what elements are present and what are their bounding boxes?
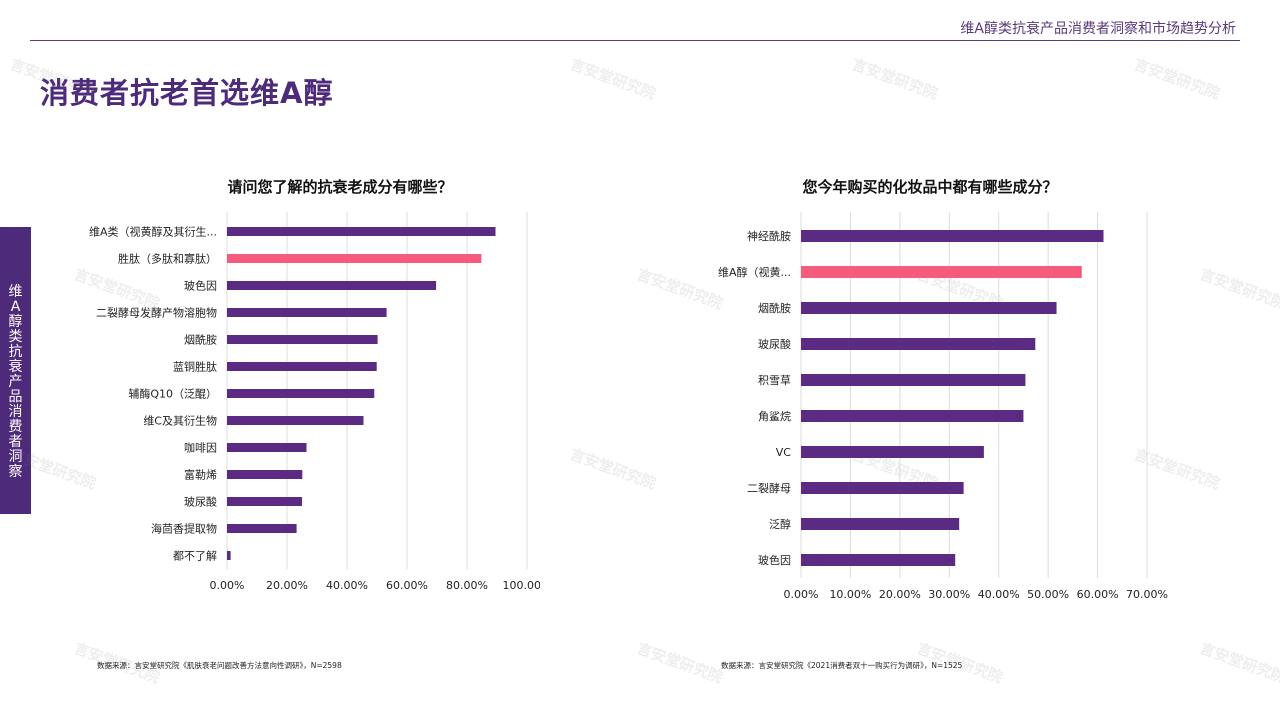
chart-1-source: 数据来源：言安堂研究院《肌肤衰老问题改善方法意向性调研》，N=2598 xyxy=(97,661,342,670)
chart-2-x-tick-label: 70.00% xyxy=(1126,588,1168,601)
chart-2-title: 您今年购买的化妆品中都有哪些成分？ xyxy=(802,178,1058,196)
chart-1-category-label: 咖啡因 xyxy=(184,441,217,455)
side-tab: 维A醇类抗衰产品消费者洞察 xyxy=(0,227,31,514)
chart-2-bar xyxy=(801,230,1104,242)
chart-2-bar xyxy=(801,302,1057,314)
chart-1-x-tick-label: 40.00% xyxy=(326,579,368,592)
chart-2-bar xyxy=(801,518,960,530)
chart-1-title: 请问您了解的抗衰老成分有哪些？ xyxy=(227,178,453,196)
chart-2-category-label: 二裂酵母 xyxy=(747,482,791,495)
chart-1-category-label: 蓝铜胜肽 xyxy=(173,360,217,374)
chart-2-category-label: 玻尿酸 xyxy=(758,337,791,351)
chart-2-bar xyxy=(801,482,964,494)
side-tab-label: 维A醇类抗衰产品消费者洞察 xyxy=(8,284,23,480)
chart-2-x-tick-label: 60.00% xyxy=(1077,588,1119,601)
chart-2-source: 数据来源：言安堂研究院《2021消费者双十一购买行为调研》，N=1525 xyxy=(721,661,963,670)
chart-1-bar xyxy=(227,254,482,263)
chart-2-x-tick-label: 30.00% xyxy=(928,588,970,601)
chart-2-bar xyxy=(801,338,1036,350)
chart-1-bar xyxy=(227,416,364,425)
chart-1-bar xyxy=(227,362,377,371)
chart-1-bar xyxy=(227,470,303,479)
chart-2-category-label: VC xyxy=(776,446,792,459)
chart-2-bar xyxy=(801,374,1026,386)
chart-2-bar xyxy=(801,554,956,566)
chart-1-category-label: 维C及其衍生物 xyxy=(143,414,217,428)
chart-2-bar xyxy=(801,410,1024,422)
chart-1-bar xyxy=(227,551,231,560)
chart-2-category-label: 神经酰胺 xyxy=(747,229,791,243)
chart-1-bar xyxy=(227,524,297,533)
chart-1-category-label: 胜肽（多肽和寡肽） xyxy=(118,252,217,266)
chart-1-category-label: 辅酶Q10（泛醌） xyxy=(128,387,217,401)
chart-1-bar xyxy=(227,389,375,398)
chart-1-x-tick-label: 60.00% xyxy=(386,579,428,592)
chart-1-category-label: 都不了解 xyxy=(173,549,217,563)
watermark: 言安堂研究院 xyxy=(567,55,659,103)
chart-1-category-label: 玻尿酸 xyxy=(184,495,217,509)
chart-2-category-label: 烟酰胺 xyxy=(758,301,791,315)
chart-2-category-label: 维A醇（视黄... xyxy=(718,265,791,279)
watermark: 言安堂研究院 xyxy=(567,445,659,493)
chart-1-bar xyxy=(227,281,437,290)
chart-1: 0.00% 20.00% 40.00% 60.00% 80.00% 100.00% 维A类（… xyxy=(89,212,540,592)
chart-1-bar xyxy=(227,443,307,452)
chart-1-category-label: 富勒烯 xyxy=(184,468,217,482)
header-divider xyxy=(30,40,1240,41)
chart-2-category-label: 泛醇 xyxy=(769,517,791,531)
watermark: 言安堂研究院 xyxy=(1131,55,1223,103)
chart-1-bar xyxy=(227,335,378,344)
chart-1-x-tick-label: 0.00% xyxy=(210,579,245,592)
chart-2-x-tick-label: 20.00% xyxy=(879,588,921,601)
chart-1-x-tick-label: 100.00% xyxy=(503,579,540,592)
chart-2-bar xyxy=(801,446,984,458)
watermark: 言安堂研究院 xyxy=(634,639,726,687)
watermark: 言安堂研究院 xyxy=(1197,265,1280,313)
chart-2-x-tick-label: 10.00% xyxy=(829,588,871,601)
chart-2-category-label: 玻色因 xyxy=(758,553,791,567)
chart-2: 0.00% 10.00% 20.00% 30.00% 40.00% 50.00% 60.00… xyxy=(718,212,1168,601)
chart-2-x-tick-label: 50.00% xyxy=(1027,588,1069,601)
chart-2-x-tick-label: 0.00% xyxy=(784,588,819,601)
chart-1-bar xyxy=(227,308,387,317)
chart-1-bar xyxy=(227,227,496,236)
chart-1-category-label: 二裂酵母发酵产物溶胞物 xyxy=(96,306,217,320)
chart-2-x-tick-label: 40.00% xyxy=(978,588,1020,601)
watermark: 言安堂研究院 xyxy=(849,55,941,103)
chart-2-category-label: 积雪草 xyxy=(758,374,791,387)
chart-1-category-label: 烟酰胺 xyxy=(184,333,217,347)
chart-1-x-tick-label: 20.00% xyxy=(266,579,308,592)
page-title: 消费者抗老首选维A醇 xyxy=(40,76,334,110)
chart-1-x-tick-label: 80.00% xyxy=(446,579,488,592)
chart-1-category-label: 维A类（视黄醇及其衍生... xyxy=(89,225,217,239)
header-title: 维A醇类抗衰产品消费者洞察和市场趋势分析 xyxy=(960,21,1236,37)
chart-1-category-label: 玻色因 xyxy=(184,279,217,293)
chart-1-category-label: 海茴香提取物 xyxy=(151,522,217,536)
watermark: 言安堂研究院 xyxy=(1197,639,1280,687)
chart-2-bar xyxy=(801,266,1082,278)
chart-1-bar xyxy=(227,497,302,506)
chart-2-category-label: 角鲨烷 xyxy=(758,409,791,423)
